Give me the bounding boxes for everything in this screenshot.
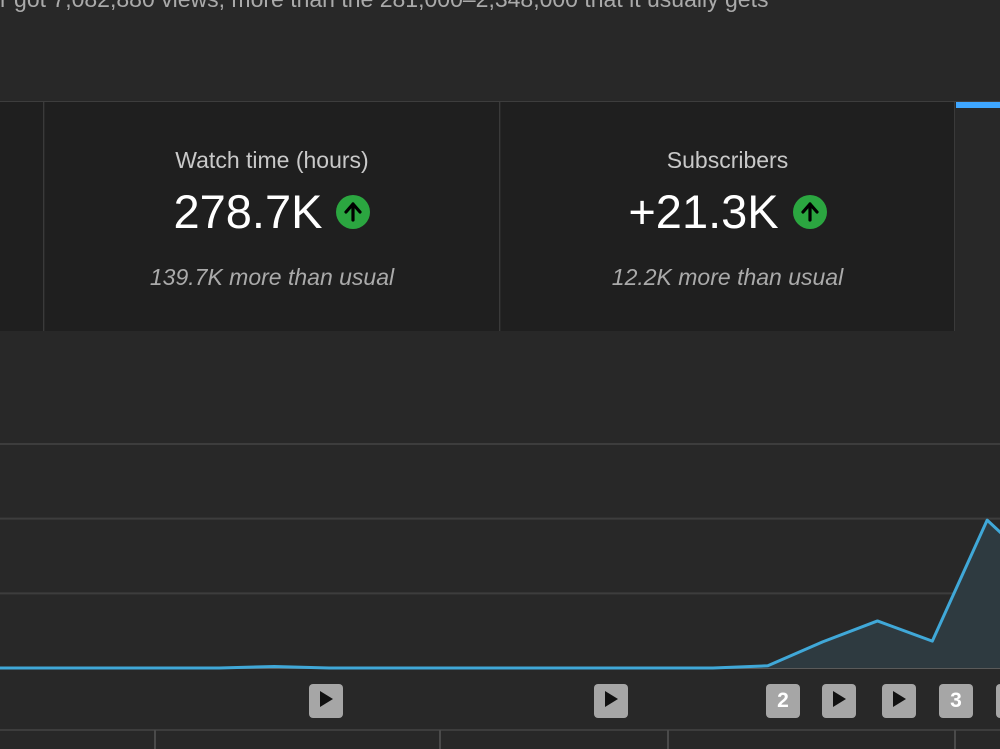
watch-time-metric-card[interactable]: Watch time (hours) 278.7K 139.7K more th… [45,102,500,331]
subscribers-metric-card[interactable]: Subscribers +21.3K 12.2K more than usual [501,102,954,331]
metrics-row: Watch time (hours) 278.7K 139.7K more th… [0,101,1000,331]
video-marker-partial[interactable] [996,684,1000,718]
watch-time-label: Watch time (hours) [175,147,369,173]
chart-data-point[interactable] [599,664,607,672]
views-metric-card[interactable] [0,102,44,331]
video-marker-play[interactable] [882,684,916,718]
chart-data-point[interactable] [873,617,881,625]
subscribers-label: Subscribers [666,147,789,173]
subscribers-value-line: +21.3K [501,188,954,235]
watch-time-value-line: 278.7K [45,188,499,235]
active-tab-indicator [956,102,1000,108]
chart-data-point[interactable] [435,664,443,672]
chart-series-line [0,518,1000,670]
video-marker-count-label: 3 [950,689,962,712]
chart-data-point[interactable] [325,664,333,672]
chart-data-point[interactable] [51,664,59,672]
watch-time-comparison: 139.7K more than usual [149,264,395,290]
video-marker-count[interactable]: 2 [766,684,800,718]
realtime-metric-tab[interactable] [954,102,1000,331]
views-summary-text: r got 7,082,880 views, more than the 281… [0,0,768,13]
video-marker-play[interactable] [822,684,856,718]
play-icon [891,690,907,713]
play-icon [318,690,334,713]
chart-data-point[interactable] [928,637,936,645]
chart-data-point[interactable] [983,516,991,524]
video-marker-count-label: 2 [777,689,789,712]
play-icon [831,690,847,713]
chart-data-point[interactable] [544,664,552,672]
chart-data-point[interactable] [215,664,223,672]
subscribers-value: +21.3K [628,185,779,238]
chart-data-point[interactable] [270,663,278,671]
watch-time-value: 278.7K [173,185,323,238]
chart-data-point[interactable] [764,662,772,670]
chart-area-fill [0,520,1000,668]
video-marker-play[interactable] [309,684,343,718]
video-marker-count[interactable]: 3 [939,684,973,718]
chart-svg [0,443,1000,749]
chart-data-point[interactable] [490,664,498,672]
arrow-up-icon [336,194,371,229]
arrow-up-icon [792,194,827,229]
chart-data-point[interactable] [106,664,114,672]
chart-data-point[interactable] [709,664,717,672]
chart-data-point[interactable] [161,664,169,672]
chart-data-point[interactable] [654,664,662,672]
video-marker-play[interactable] [594,684,628,718]
play-icon [603,690,619,713]
subscribers-comparison: 12.2K more than usual [611,264,844,290]
chart-data-point[interactable] [819,638,827,646]
chart-data-point[interactable] [0,664,4,672]
views-chart[interactable] [0,420,1000,749]
chart-data-point[interactable] [380,664,388,672]
